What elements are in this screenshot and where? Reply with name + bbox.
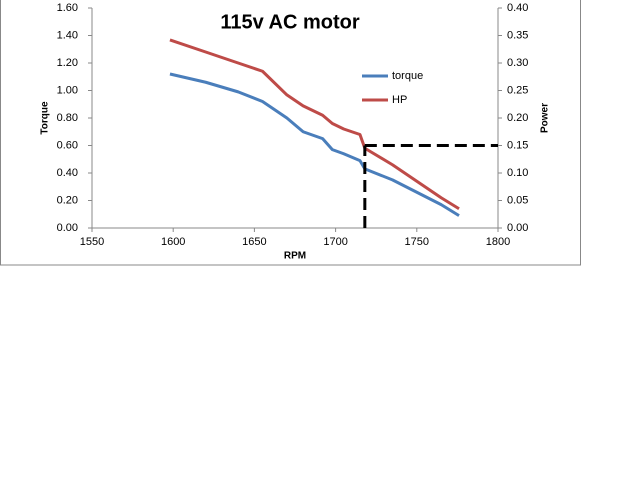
- series-line: [169, 72, 460, 217]
- legend-label: torque: [392, 70, 423, 82]
- x-tick-label: 1700: [323, 236, 347, 248]
- y2-tick-label: 0.15: [507, 139, 528, 151]
- y-tick-label: 1.60: [57, 2, 78, 14]
- chart-title: 115v AC motor: [220, 11, 360, 33]
- y-axis-label: Torque: [40, 101, 51, 135]
- x-tick-label: 1650: [242, 236, 266, 248]
- y-tick-label: 1.20: [57, 57, 78, 69]
- y-tick-label: 0.20: [57, 194, 78, 206]
- x-tick-label: 1550: [80, 236, 104, 248]
- y-tick-label: 0.80: [57, 112, 78, 124]
- x-tick-label: 1750: [405, 236, 429, 248]
- y2-tick-label: 0.30: [507, 57, 528, 69]
- y-tick-label: 1.40: [57, 29, 78, 41]
- chart-border: [0, 0, 581, 266]
- y2-tick-label: 0.05: [507, 194, 528, 206]
- series-line: [169, 38, 460, 211]
- y2-axis-label: Power: [540, 103, 551, 133]
- y-tick-label: 0.00: [57, 222, 78, 234]
- y2-tick-label: 0.20: [507, 112, 528, 124]
- x-tick-label: 1800: [486, 236, 510, 248]
- y2-tick-label: 0.25: [507, 84, 528, 96]
- y2-tick-label: 0.40: [507, 2, 528, 14]
- legend-label: HP: [392, 94, 407, 106]
- y-tick-label: 1.00: [57, 84, 78, 96]
- x-axis-label: RPM: [284, 251, 306, 262]
- y-tick-label: 0.40: [57, 167, 78, 179]
- y2-tick-label: 0.35: [507, 29, 528, 41]
- y-tick-label: 0.60: [57, 139, 78, 151]
- x-tick-label: 1600: [161, 236, 185, 248]
- y2-tick-label: 0.00: [507, 222, 528, 234]
- y2-tick-label: 0.10: [507, 167, 528, 179]
